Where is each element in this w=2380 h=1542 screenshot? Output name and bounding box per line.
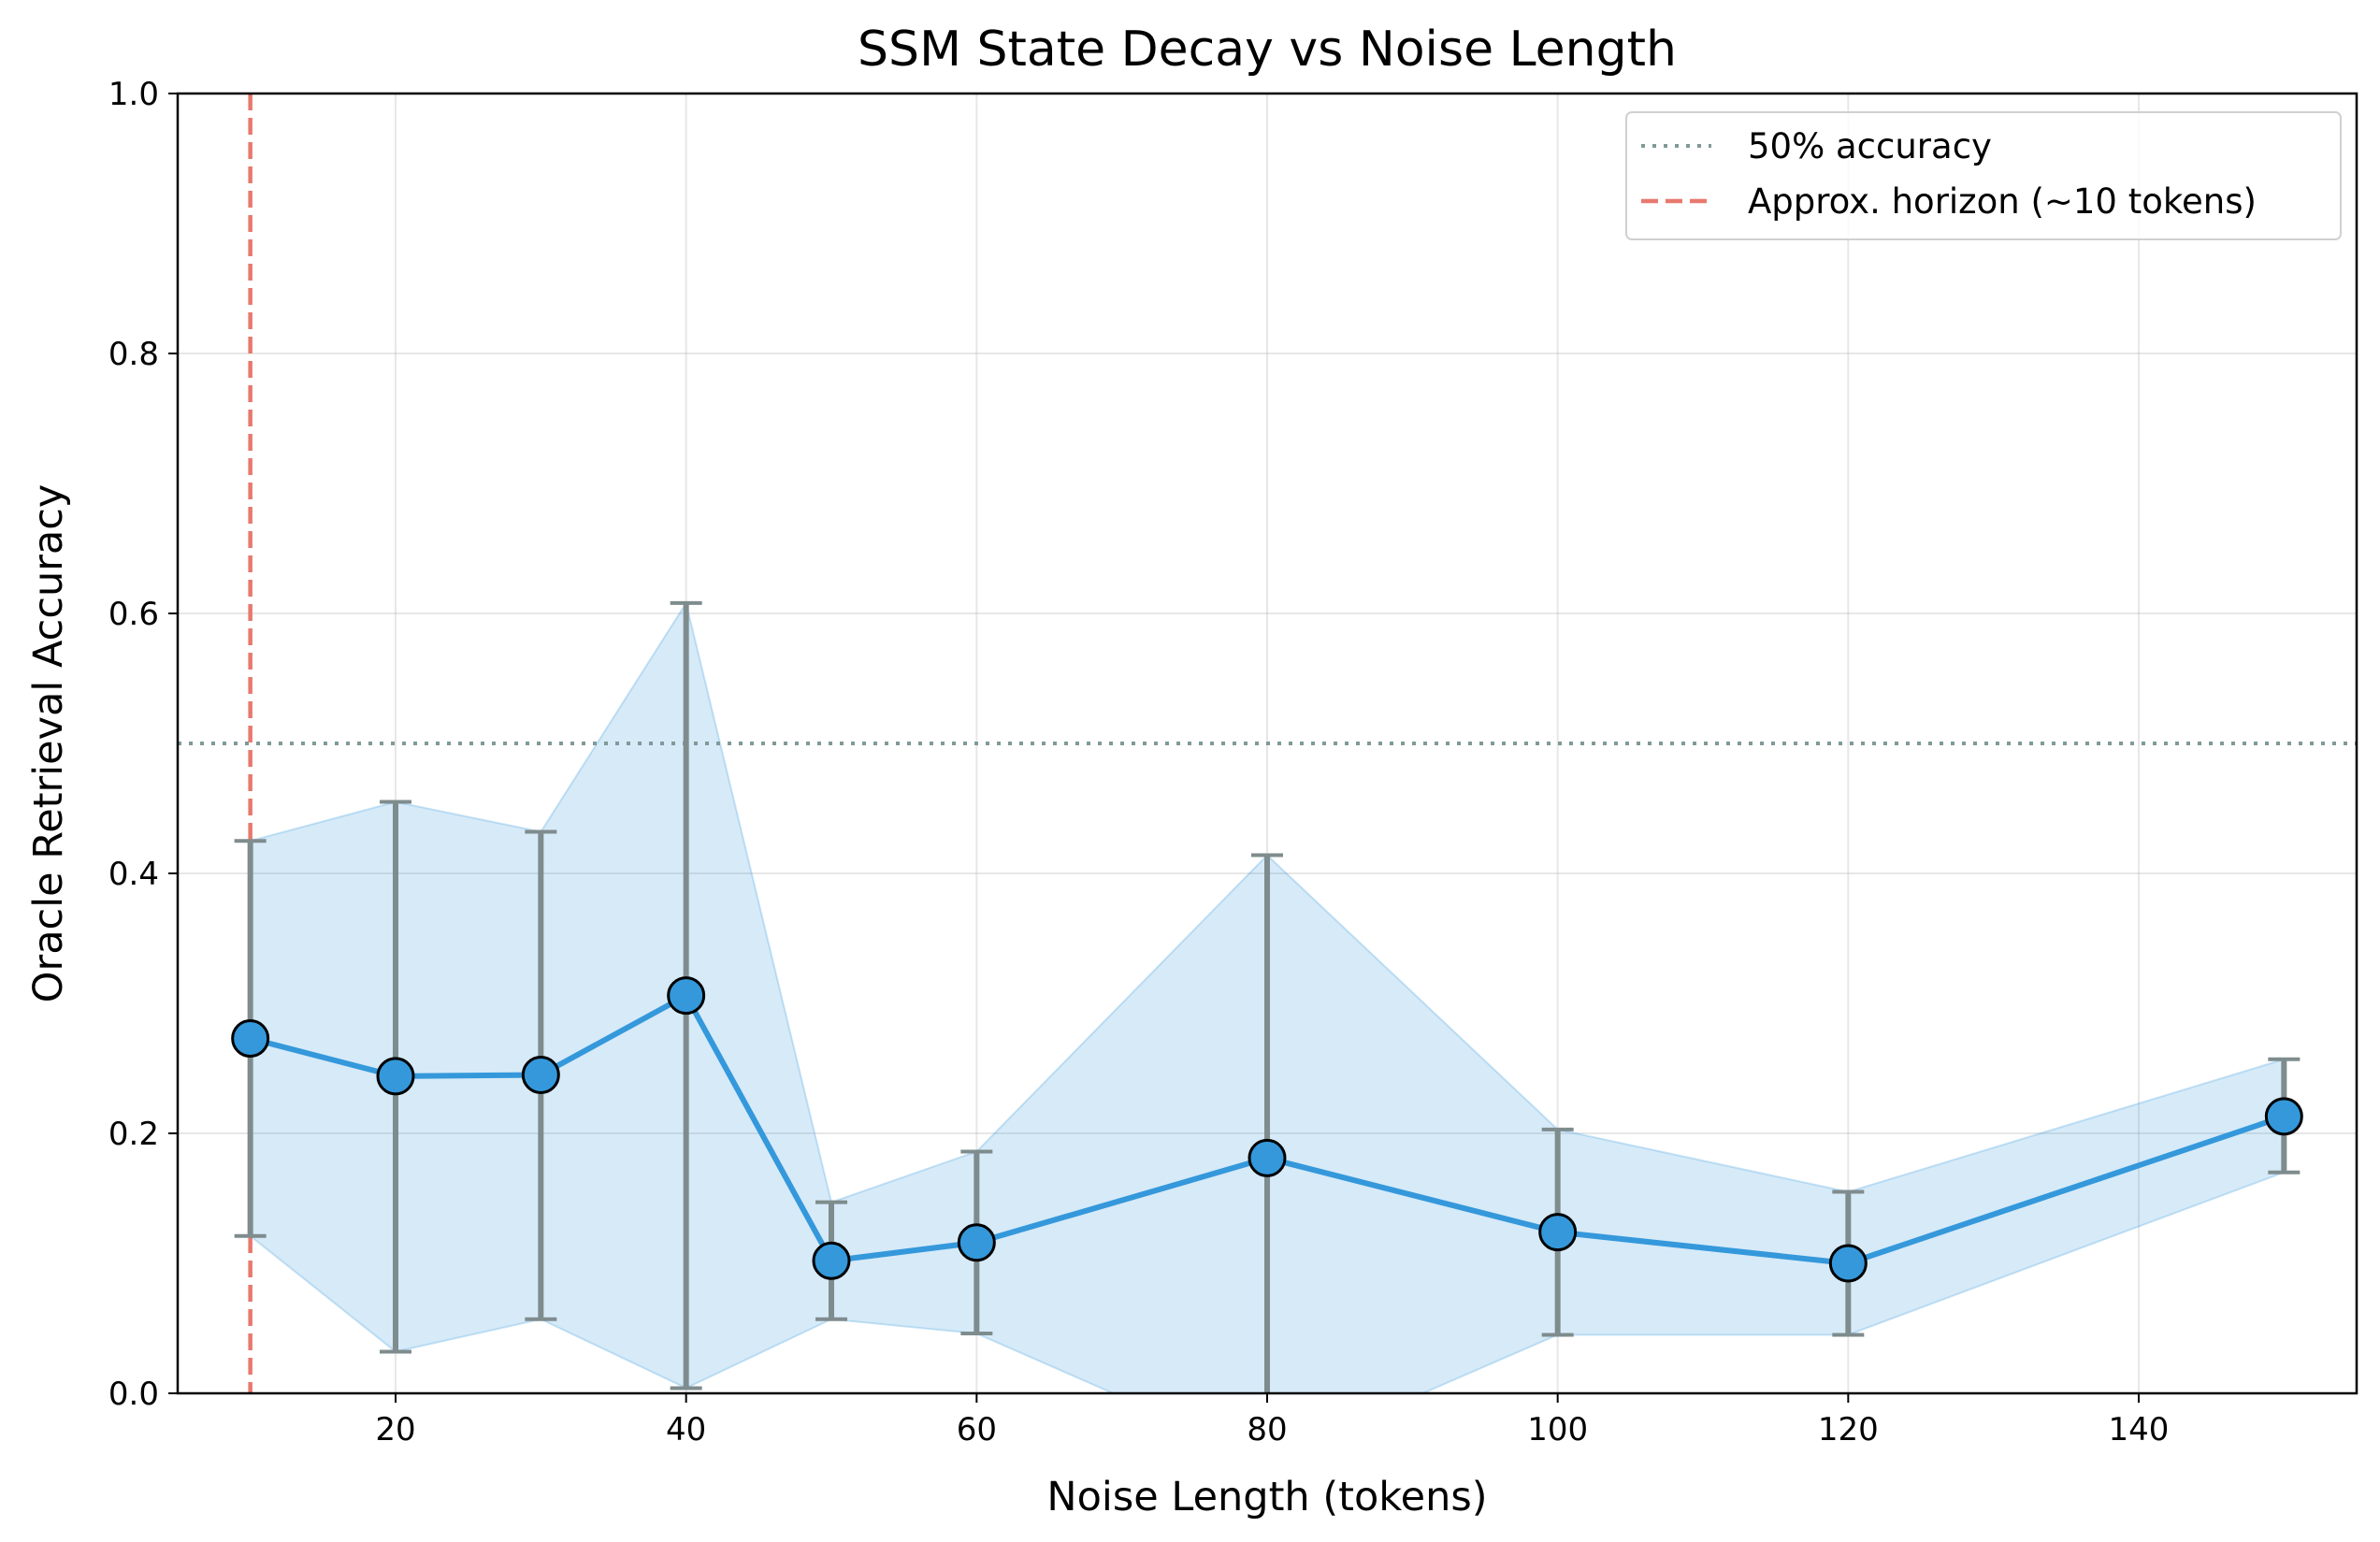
data-point <box>1248 1138 1287 1177</box>
x-tick-label: 100 <box>1527 1411 1588 1448</box>
y-axis-title: Oracle Retrieval Accuracy <box>25 484 72 1003</box>
series-line <box>249 992 2286 1266</box>
y-tick-label: 0.0 <box>108 1376 159 1413</box>
legend: 50% accuracy Approx. horizon (~10 tokens… <box>1625 111 2342 240</box>
y-tick-label: 0.2 <box>108 1116 159 1153</box>
legend-label-50-accuracy: 50% accuracy <box>1748 126 1992 166</box>
series-line-layer <box>249 992 2286 1266</box>
legend-label-horizon: Approx. horizon (~10 tokens) <box>1748 181 2257 222</box>
ticks-layer: 20 40 60 80 100 120 140 0.0 0.2 0.4 0.6 0.8 1.0 <box>108 76 2170 1448</box>
y-tick-label: 1.0 <box>108 76 159 113</box>
x-tick-label: 140 <box>2109 1411 2170 1448</box>
data-point <box>667 976 706 1016</box>
y-tick-label: 0.6 <box>108 596 159 633</box>
data-point <box>1538 1213 1578 1252</box>
x-tick-label: 120 <box>1818 1411 1879 1448</box>
data-point <box>521 1055 560 1094</box>
y-tick-label: 0.8 <box>108 336 159 373</box>
legend-box <box>1625 111 2342 240</box>
x-tick-label: 60 <box>957 1411 997 1448</box>
data-points-layer <box>231 976 2303 1283</box>
x-tick-label: 20 <box>375 1411 415 1448</box>
data-point <box>957 1223 996 1262</box>
x-tick-label: 40 <box>666 1411 706 1448</box>
data-point <box>231 1019 270 1059</box>
y-tick-label: 0.4 <box>108 856 159 893</box>
x-axis-title: Noise Length (tokens) <box>1046 1474 1487 1520</box>
data-point <box>1828 1244 1868 1283</box>
data-point <box>376 1057 415 1096</box>
x-tick-label: 80 <box>1247 1411 1287 1448</box>
data-point <box>812 1241 851 1280</box>
data-point <box>2264 1097 2303 1136</box>
chart-title: SSM State Decay vs Noise Length <box>858 22 1677 78</box>
